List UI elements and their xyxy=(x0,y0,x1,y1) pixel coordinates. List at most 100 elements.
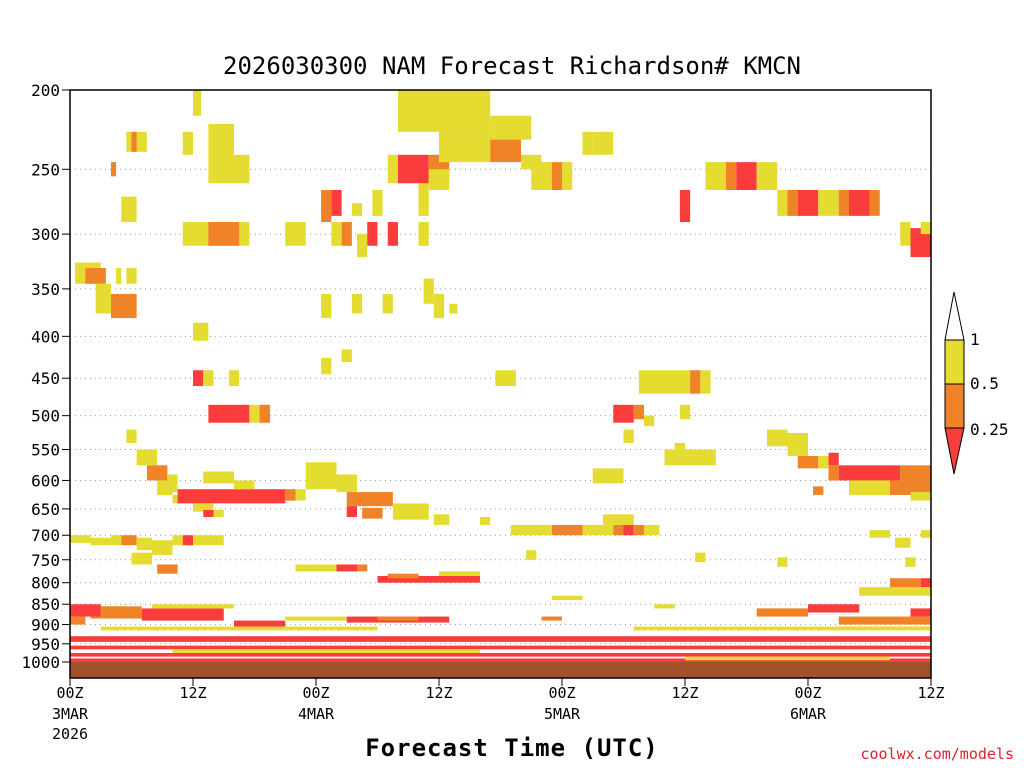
ri-cell-140 xyxy=(869,190,880,216)
ri-cell-63 xyxy=(331,190,342,216)
ytick-label-400: 400 xyxy=(31,327,60,346)
ytick-label-300: 300 xyxy=(31,225,60,244)
ri-cell-119 xyxy=(797,455,819,469)
ri-cell-46 xyxy=(234,480,255,490)
ri-cell-167 xyxy=(910,608,931,617)
ri-cell-158 xyxy=(551,595,583,601)
ri-cell-156 xyxy=(387,573,419,579)
ri-cell-4 xyxy=(136,537,152,551)
ri-cell-10 xyxy=(157,564,178,574)
ri-cell-39 xyxy=(157,480,173,495)
ri-cell-171 xyxy=(70,658,931,662)
ri-cell-8 xyxy=(193,535,224,546)
xtick-label-6-0: 00Z xyxy=(794,684,821,702)
ri-cell-138 xyxy=(838,190,849,216)
ri-cell-48 xyxy=(295,489,306,501)
plot-frame xyxy=(69,89,932,679)
ri-cell-124 xyxy=(900,465,931,481)
ri-cell-6 xyxy=(172,535,183,546)
ri-cell-94 xyxy=(582,524,614,536)
ri-cell-137 xyxy=(818,190,839,216)
ri-cell-122 xyxy=(828,465,839,481)
ri-cell-125 xyxy=(890,480,931,495)
ri-cell-28 xyxy=(193,322,209,341)
colorbar-bottom-triangle xyxy=(944,427,965,475)
ri-cell-157 xyxy=(439,571,480,576)
ri-cell-77 xyxy=(398,90,491,132)
ytick-label-600: 600 xyxy=(31,471,60,490)
pressure-gridlines xyxy=(70,168,931,645)
ri-cell-57 xyxy=(351,293,363,314)
ri-cell-31 xyxy=(228,370,240,387)
ri-cell-117 xyxy=(767,429,788,447)
ri-cell-131 xyxy=(895,537,911,548)
ri-cell-20 xyxy=(131,131,137,152)
ri-cell-73 xyxy=(387,154,398,184)
ri-cell-22 xyxy=(193,90,202,116)
xtick-label-0-0: 00Z xyxy=(56,684,83,702)
ri-cell-14 xyxy=(111,293,137,319)
ri-cell-87 xyxy=(341,349,352,363)
ytick-label-650: 650 xyxy=(31,500,60,519)
ri-cell-15 xyxy=(126,267,137,284)
ri-cell-37 xyxy=(146,465,168,481)
ri-cell-120 xyxy=(818,455,829,469)
site-credit[interactable]: coolwx.com/models xyxy=(860,745,1014,763)
ri-cell-164 xyxy=(890,578,921,588)
ri-cell-80 xyxy=(490,115,532,140)
ri-cell-132 xyxy=(905,557,916,567)
ri-cell-108 xyxy=(679,404,691,420)
ri-cell-65 xyxy=(372,190,383,216)
colorbar-legend: 1 0.5 0.25 xyxy=(944,291,1009,475)
ytick-label-900: 900 xyxy=(31,616,60,635)
x-axis-label: Forecast Time (UTC) xyxy=(365,734,659,762)
ri-cell-56 xyxy=(321,293,332,319)
ri-cell-169 xyxy=(70,645,931,650)
ytick-label-350: 350 xyxy=(31,280,60,299)
ri-cell-151 xyxy=(377,616,419,621)
ri-cell-2 xyxy=(111,535,122,546)
ri-cell-72 xyxy=(418,183,429,216)
ri-cell-85 xyxy=(582,131,593,155)
ri-cell-113 xyxy=(705,162,726,191)
ri-cell-34 xyxy=(259,404,270,423)
ri-cell-95 xyxy=(603,514,634,525)
ri-cell-135 xyxy=(787,190,798,216)
ri-cell-152 xyxy=(295,564,357,572)
ri-cell-103 xyxy=(633,404,644,420)
ri-cell-128 xyxy=(910,492,931,501)
ri-cell-3 xyxy=(121,535,137,546)
ri-cell-9 xyxy=(131,552,152,565)
richardson-cells xyxy=(70,90,931,662)
xtick-label-0-2: 2026 xyxy=(52,725,88,743)
ri-cell-5 xyxy=(152,540,173,555)
ri-cell-145 xyxy=(90,606,142,619)
ri-cell-74 xyxy=(398,154,429,184)
ri-cell-165 xyxy=(920,578,931,588)
ytick-label-700: 700 xyxy=(31,526,60,545)
ri-cell-139 xyxy=(849,190,870,216)
ri-cell-91 xyxy=(480,517,491,525)
ri-cell-60 xyxy=(433,293,445,319)
y-axis: 200 250 300 350 400 450 500 550 600 650 700 750 800 8… xyxy=(21,81,70,672)
ri-cell-104 xyxy=(644,415,655,427)
ri-cell-32 xyxy=(208,404,250,423)
ri-cell-115 xyxy=(736,162,757,191)
ri-cell-64 xyxy=(351,203,363,216)
ri-cell-24 xyxy=(234,154,250,184)
ri-cell-0 xyxy=(70,535,91,543)
ri-cell-23 xyxy=(208,123,234,184)
ri-cell-107 xyxy=(700,370,711,394)
xtick-label-2-1: 4MAR xyxy=(298,705,335,723)
ri-cell-30 xyxy=(203,370,214,387)
ri-cell-116 xyxy=(756,162,778,191)
ri-cell-114 xyxy=(726,162,737,191)
ri-cell-173 xyxy=(633,626,931,631)
ri-cell-67 xyxy=(341,222,352,246)
ri-cell-18 xyxy=(121,196,137,223)
xtick-label-2-0: 00Z xyxy=(302,684,329,702)
ytick-label-750: 750 xyxy=(31,551,60,570)
ri-cell-148 xyxy=(234,620,286,627)
ytick-label-950: 950 xyxy=(31,635,60,654)
